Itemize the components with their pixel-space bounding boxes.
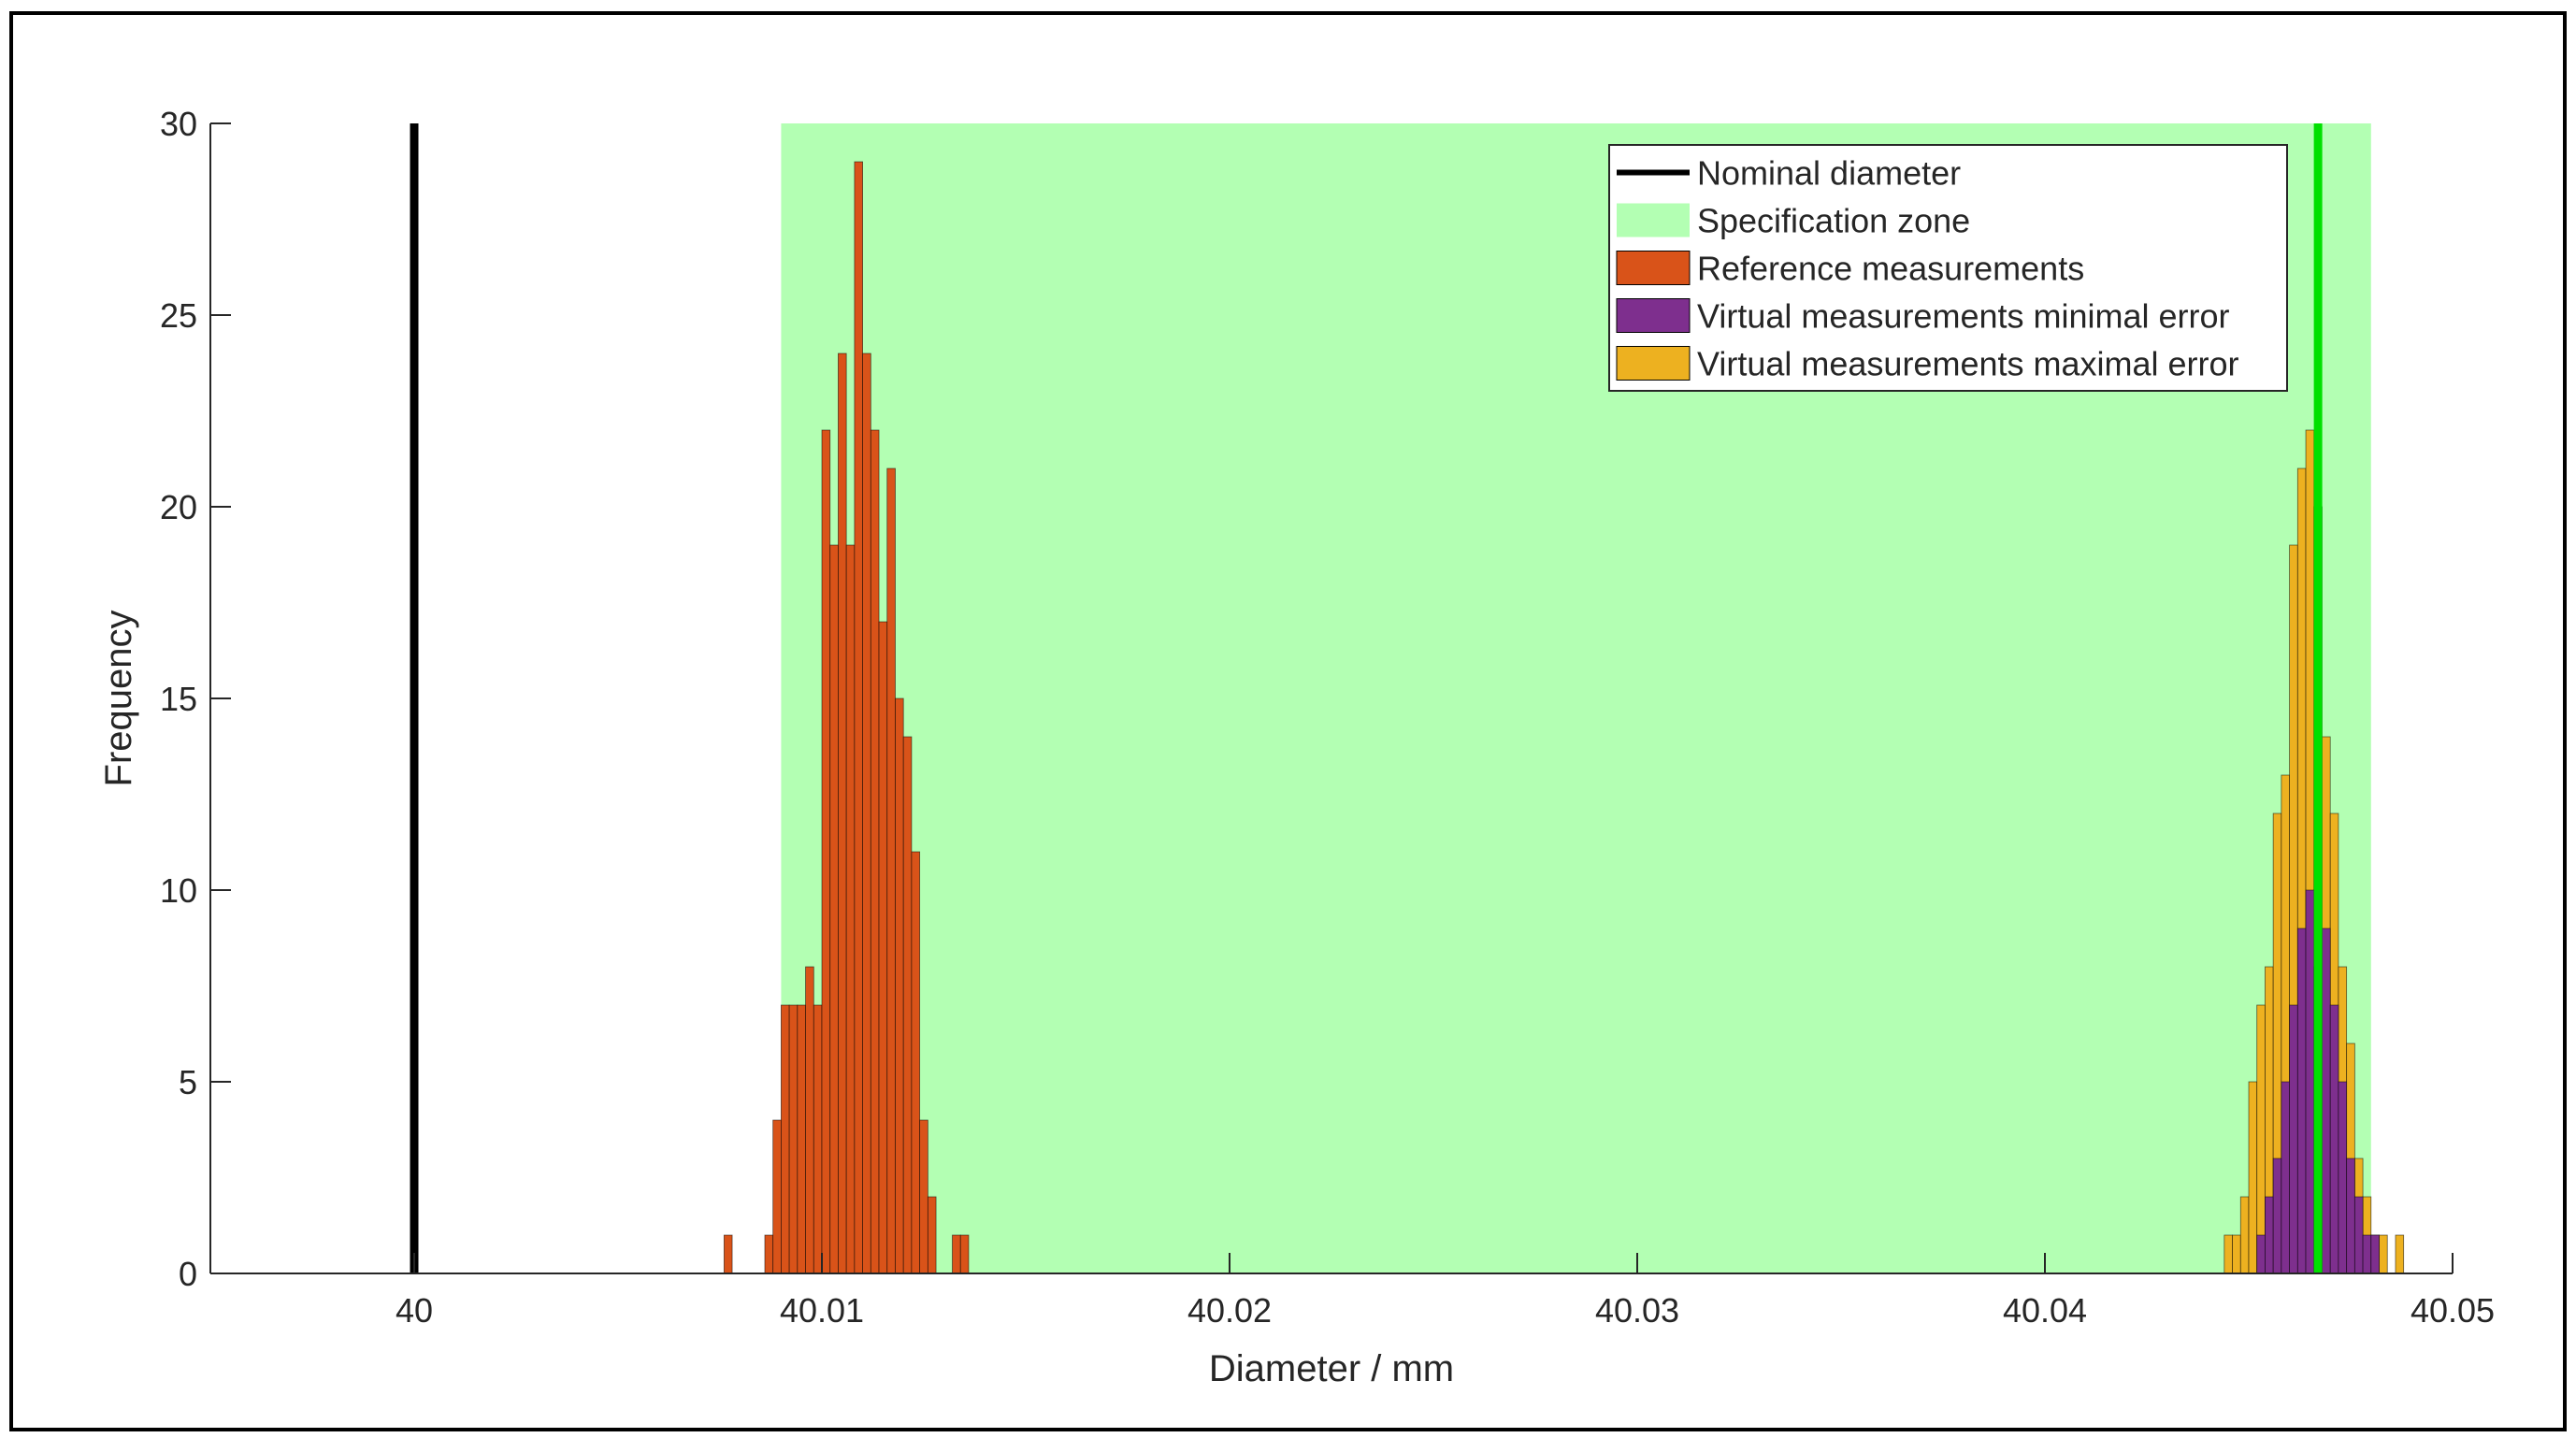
y-tick-label: 25 bbox=[160, 296, 197, 335]
histogram-bar bbox=[788, 1004, 799, 1274]
histogram-bar bbox=[2256, 1004, 2266, 1274]
histogram-bar bbox=[2248, 1081, 2258, 1274]
legend-label: Virtual measurements maximal error bbox=[1697, 345, 2239, 383]
legend-swatch bbox=[1616, 298, 1691, 333]
histogram-bar bbox=[959, 1234, 970, 1274]
histogram-bar bbox=[797, 1004, 806, 1274]
histogram-bar bbox=[854, 161, 864, 1274]
histogram-bar bbox=[870, 429, 880, 1274]
histogram-bar bbox=[902, 736, 913, 1274]
x-tick-label: 40.01 bbox=[780, 1291, 864, 1330]
histogram-bar bbox=[2346, 1158, 2355, 1274]
histogram-bar bbox=[2265, 1196, 2274, 1274]
legend-label: Specification zone bbox=[1697, 202, 1970, 240]
histogram-bar bbox=[723, 1234, 733, 1274]
histogram-bar bbox=[2281, 1081, 2290, 1274]
legend: Nominal diameter Specification zone Refere… bbox=[1608, 144, 2288, 392]
histogram-bar bbox=[2289, 1004, 2298, 1274]
legend-label: Nominal diameter bbox=[1697, 154, 1961, 193]
histogram-bar bbox=[845, 544, 856, 1274]
histogram-bar bbox=[911, 851, 921, 1274]
y-tick-label: 10 bbox=[160, 871, 197, 910]
x-tick-label: 40 bbox=[396, 1291, 433, 1330]
histogram-bar bbox=[2232, 1234, 2241, 1274]
histogram-bar bbox=[838, 352, 847, 1274]
legend-swatch bbox=[1617, 203, 1690, 237]
histogram-bar bbox=[2322, 928, 2331, 1274]
x-tick-label: 40.05 bbox=[2411, 1291, 2495, 1330]
histogram-bar bbox=[821, 429, 831, 1274]
y-tick-label: 30 bbox=[160, 105, 197, 143]
y-tick-label: 5 bbox=[179, 1063, 197, 1101]
histogram-bar bbox=[2362, 1234, 2372, 1274]
legend-swatch bbox=[1616, 346, 1691, 381]
histogram-bar bbox=[878, 621, 888, 1274]
x-tick-label: 40.04 bbox=[2003, 1291, 2087, 1330]
y-tick-label: 15 bbox=[160, 680, 197, 718]
legend-label: Reference measurements bbox=[1697, 250, 2084, 288]
histogram-bar bbox=[919, 1119, 928, 1274]
histogram-bar bbox=[895, 697, 904, 1274]
histogram-bar bbox=[2338, 1081, 2348, 1274]
x-tick-label: 40.03 bbox=[1595, 1291, 1679, 1330]
histogram-bar bbox=[2305, 889, 2315, 1274]
histogram-bar bbox=[2223, 1234, 2233, 1274]
histogram-bar bbox=[813, 1004, 823, 1274]
y-axis-label: Frequency bbox=[98, 611, 139, 787]
x-axis-label: Diameter / mm bbox=[1209, 1348, 1454, 1389]
histogram-bar bbox=[781, 1004, 790, 1274]
legend-box bbox=[1608, 144, 2288, 392]
histogram-bar bbox=[2370, 1234, 2380, 1274]
histogram-bar bbox=[2296, 928, 2307, 1274]
histogram-series bbox=[723, 161, 970, 1274]
y-tick-label: 20 bbox=[160, 488, 197, 526]
histogram-bar bbox=[862, 352, 871, 1274]
histogram-bar bbox=[927, 1196, 937, 1274]
histogram-bar bbox=[2379, 1234, 2388, 1274]
histogram-bar bbox=[2239, 1196, 2250, 1274]
histogram-bar bbox=[829, 544, 839, 1274]
histogram-bar bbox=[952, 1234, 961, 1274]
histogram-bar bbox=[2395, 1234, 2405, 1274]
histogram-bar bbox=[2353, 1196, 2364, 1274]
histogram-bar bbox=[2329, 1004, 2339, 1274]
legend-swatch bbox=[1616, 251, 1691, 285]
histogram-bar bbox=[772, 1119, 782, 1274]
histogram-bar bbox=[805, 966, 814, 1274]
histogram-bar bbox=[2256, 1234, 2266, 1274]
y-tick-label: 0 bbox=[179, 1255, 197, 1293]
legend-label: Virtual measurements minimal error bbox=[1697, 297, 2230, 336]
x-tick-label: 40.02 bbox=[1187, 1291, 1272, 1330]
histogram-bar bbox=[764, 1234, 774, 1274]
histogram-bar bbox=[2272, 1158, 2282, 1274]
histogram-bar bbox=[886, 467, 896, 1274]
